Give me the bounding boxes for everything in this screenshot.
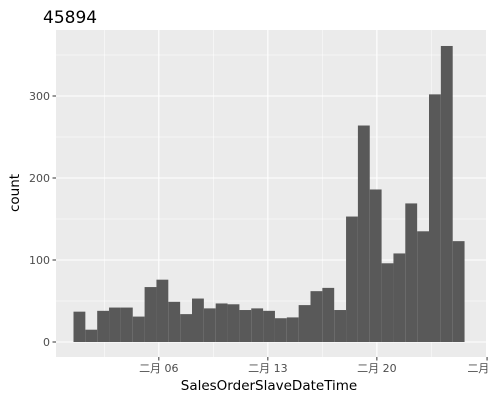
chart-title: 45894 [43,8,97,28]
histogram-bar [192,298,204,342]
histogram-bar [156,279,169,342]
histogram-bar [109,307,121,342]
histogram-bar [203,308,216,342]
x-axis: 二月 06 二月 13 二月 20 二月 27 [139,357,493,375]
histogram-bar [452,241,465,342]
histogram-bar [440,45,453,342]
histogram-bars [73,45,465,343]
histogram-bar [274,318,287,342]
histogram-bar [417,231,429,342]
histogram-bar [227,304,240,342]
histogram-bar [298,305,311,342]
histogram-bar [251,308,264,342]
x-tick-label: 二月 20 [357,362,397,375]
x-tick-label: 二月 06 [139,362,179,375]
y-tick-label: 0 [43,336,50,349]
histogram-bar [120,307,133,342]
histogram-bar [263,310,275,342]
histogram-bar [132,316,145,342]
y-tick-label: 300 [29,90,50,103]
histogram-bar [180,314,192,342]
histogram-bar [310,291,323,342]
histogram-bar [73,311,86,342]
histogram-bar [97,310,110,342]
y-tick-label: 100 [29,254,50,267]
histogram-bar [334,310,347,342]
histogram-bar [322,287,335,342]
histogram-bar [381,263,394,342]
x-tick-label: 二月 27 [467,362,493,375]
histogram-bar [286,317,299,342]
y-tick-label: 200 [29,172,50,185]
histogram-bar [239,310,252,342]
histogram-bar [346,216,358,342]
x-axis-title: SalesOrderSlaveDateTime [181,378,358,394]
histogram-bar [168,301,181,342]
y-axis-title: count [7,174,23,212]
x-tick-label: 二月 13 [248,362,288,375]
histogram-bar [405,203,418,342]
histogram-bar [215,303,228,342]
y-axis: 0 100 200 300 [29,90,56,349]
histogram-bar [369,189,382,342]
histogram-bar [357,125,370,343]
histogram-bar [85,329,98,342]
histogram-bar [429,94,441,342]
histogram-bar [144,287,157,342]
histogram-bar [393,253,406,342]
